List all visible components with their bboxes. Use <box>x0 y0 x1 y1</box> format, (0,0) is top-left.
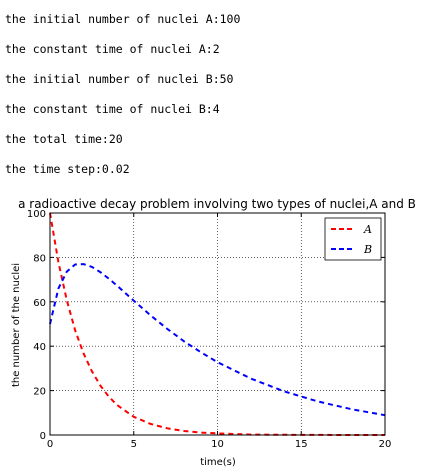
x-tick-label: 5 <box>131 439 137 450</box>
legend-label-a: A <box>363 223 372 236</box>
output-line-constant-a: the constant time of nuclei A:2 <box>5 42 220 56</box>
x-tick-label: 15 <box>295 439 308 450</box>
x-tick-label: 10 <box>211 439 224 450</box>
y-tick-label: 40 <box>33 342 46 353</box>
output-line-initial-a: the initial number of nuclei A:100 <box>5 12 241 26</box>
legend-box <box>324 217 382 261</box>
output-line-constant-b: the constant time of nuclei B:4 <box>5 102 220 116</box>
x-tick-label: 20 <box>379 439 392 450</box>
output-line-initial-b: the initial number of nuclei B:50 <box>5 72 234 86</box>
x-axis-label: time(s) <box>200 457 236 468</box>
legend-label-b: B <box>363 243 372 256</box>
series-lines <box>49 212 386 436</box>
series-line-a <box>49 212 385 436</box>
axis-ticks: 0 5 10 15 20 0 20 40 60 80 100 <box>27 209 391 450</box>
y-tick-label: 60 <box>33 298 46 309</box>
output-line-total-time: the total time:20 <box>5 132 123 146</box>
output-line-time-step: the time step:0.02 <box>5 162 130 176</box>
x-tick-label: 0 <box>47 439 53 450</box>
series-line-b <box>49 263 386 417</box>
y-tick-label: 0 <box>40 431 46 442</box>
chart-title: a radioactive decay problem involving tw… <box>18 197 416 211</box>
y-axis-label: the number of the nuclei <box>11 263 22 387</box>
y-tick-label: 100 <box>27 209 46 220</box>
y-tick-label: 80 <box>33 253 46 264</box>
y-tick-label: 20 <box>33 387 46 398</box>
legend: AB <box>324 217 382 261</box>
